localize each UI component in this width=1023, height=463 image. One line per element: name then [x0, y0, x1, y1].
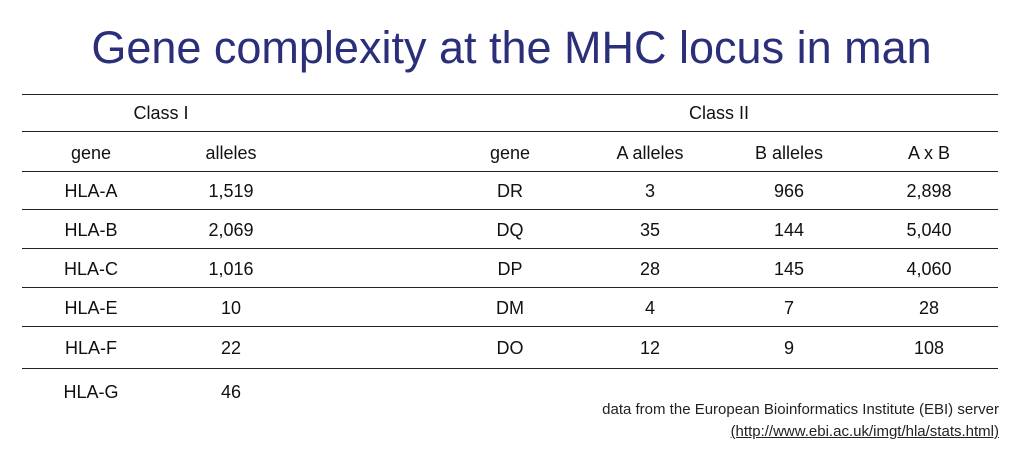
source-note: data from the European Bioinformatics In…	[602, 399, 999, 443]
class-ii-b-alleles-cell: 144	[773, 220, 805, 240]
class-i-gene-cell: HLA-F	[64, 338, 118, 358]
class-ii-column-header: A alleles	[616, 143, 684, 163]
class-i-alleles-cell: 1,519	[208, 181, 254, 201]
class-i-gene-cell: HLA-E	[64, 298, 118, 318]
class-i-alleles-cell: 22	[220, 338, 242, 358]
table-top-rule	[22, 94, 998, 95]
class-ii-b-alleles-cell: 145	[773, 259, 805, 279]
class-i-heading: Class I	[133, 103, 189, 123]
table-heading-rule	[22, 131, 998, 132]
class-ii-a-alleles-cell: 35	[639, 220, 661, 240]
table-bottom-rule	[22, 368, 998, 369]
class-i-gene-cell: HLA-G	[63, 382, 119, 402]
class-ii-a-alleles-cell: 4	[644, 298, 656, 318]
class-ii-column-header: B alleles	[754, 143, 824, 163]
table-header-rule	[22, 171, 998, 172]
class-i-alleles-cell: 10	[220, 298, 242, 318]
class-ii-a-alleles-cell: 12	[639, 338, 661, 358]
class-ii-column-header: A x B	[907, 143, 951, 163]
class-ii-axb-cell: 2,898	[906, 181, 952, 201]
class-i-alleles-cell: 46	[220, 382, 242, 402]
class-ii-heading: Class II	[688, 103, 750, 123]
class-i-gene-cell: HLA-B	[64, 220, 118, 240]
table-row-rule	[22, 287, 998, 288]
table-row-rule	[22, 326, 998, 327]
class-i-gene-cell: HLA-C	[63, 259, 119, 279]
class-ii-axb-cell: 4,060	[906, 259, 952, 279]
class-ii-gene-cell: DM	[496, 298, 524, 318]
table-row-rule	[22, 248, 998, 249]
source-url: (http://www.ebi.ac.uk/imgt/hla/stats.htm…	[730, 423, 999, 440]
class-ii-gene-cell: DQ	[496, 220, 524, 240]
class-i-alleles-cell: 2,069	[208, 220, 254, 240]
class-i-column-header: alleles	[205, 143, 257, 163]
class-i-gene-cell: HLA-A	[64, 181, 118, 201]
slide-title: Gene complexity at the MHC locus in man	[91, 22, 932, 73]
class-ii-axb-cell: 28	[918, 298, 940, 318]
class-ii-gene-cell: DP	[497, 259, 523, 279]
source-line: data from the European Bioinformatics In…	[602, 401, 999, 418]
class-ii-a-alleles-cell: 3	[644, 181, 656, 201]
class-ii-axb-cell: 5,040	[906, 220, 952, 240]
table-row-rule	[22, 209, 998, 210]
class-ii-gene-cell: DO	[496, 338, 524, 358]
class-ii-b-alleles-cell: 966	[773, 181, 805, 201]
class-i-column-header: gene	[70, 143, 112, 163]
class-i-alleles-cell: 1,016	[208, 259, 254, 279]
class-ii-a-alleles-cell: 28	[639, 259, 661, 279]
class-ii-axb-cell: 108	[913, 338, 945, 358]
class-ii-b-alleles-cell: 7	[783, 298, 795, 318]
class-ii-gene-cell: DR	[497, 181, 523, 201]
class-ii-b-alleles-cell: 9	[783, 338, 795, 358]
class-ii-column-header: gene	[489, 143, 531, 163]
